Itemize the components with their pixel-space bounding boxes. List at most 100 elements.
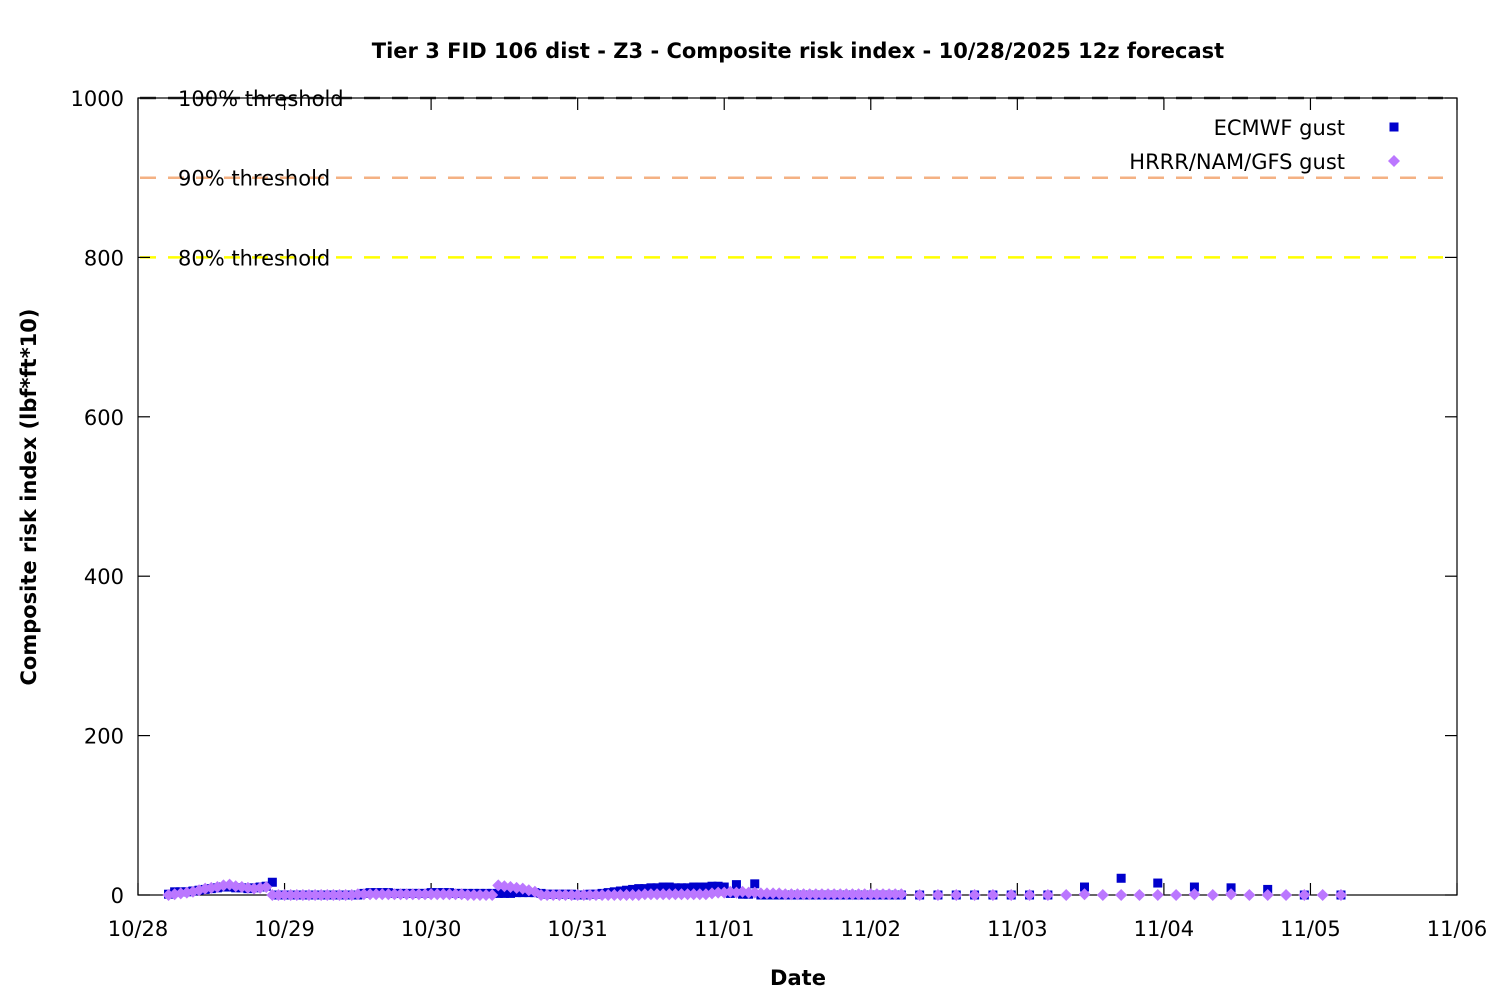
- hrrr-nam-gfs-point: [394, 888, 407, 901]
- hrrr-nam-gfs-point: [364, 888, 377, 901]
- hrrr-nam-gfs-point: [931, 889, 944, 901]
- hrrr-nam-gfs-point: [266, 889, 279, 901]
- hrrr-nam-gfs-point: [1041, 889, 1054, 901]
- hrrr-nam-gfs-point: [852, 888, 865, 901]
- hrrr-nam-gfs-point: [1060, 889, 1073, 901]
- ecmwf-point: [658, 882, 668, 892]
- hrrr-nam-gfs-point: [803, 888, 816, 901]
- hrrr-nam-gfs-point: [370, 888, 383, 901]
- hrrr-nam-gfs-point: [565, 889, 578, 901]
- hrrr-nam-gfs-point: [840, 888, 853, 901]
- hrrr-nam-gfs-point: [870, 888, 883, 901]
- legend-marker: [1389, 122, 1399, 132]
- hrrr-nam-gfs-point: [858, 888, 871, 901]
- hrrr-nam-gfs-point: [321, 889, 334, 901]
- hrrr-nam-gfs-point: [864, 888, 877, 901]
- ecmwf-point: [1189, 882, 1199, 892]
- hrrr-nam-gfs-point: [541, 889, 554, 901]
- y-tick-label: 0: [111, 884, 124, 908]
- hrrr-nam-gfs-point: [1078, 888, 1091, 901]
- hrrr-nam-gfs-point: [767, 887, 780, 900]
- hrrr-nam-gfs-point: [315, 889, 328, 901]
- hrrr-nam-gfs-point: [779, 888, 792, 901]
- hrrr-nam-gfs-point: [406, 888, 419, 901]
- hrrr-nam-gfs-point: [1151, 889, 1164, 901]
- hrrr-nam-gfs-point: [278, 889, 291, 901]
- hrrr-nam-gfs-point: [657, 888, 670, 901]
- hrrr-nam-gfs-point: [876, 888, 889, 901]
- ecmwf-point: [493, 888, 503, 898]
- ecmwf-point: [267, 877, 277, 887]
- y-tick-label: 1000: [71, 87, 124, 111]
- hrrr-nam-gfs-point: [663, 888, 676, 901]
- hrrr-nam-gfs-point: [473, 889, 486, 901]
- hrrr-nam-gfs-point: [309, 889, 322, 901]
- hrrr-nam-gfs-point: [1115, 889, 1128, 901]
- hrrr-nam-gfs-point: [388, 888, 401, 901]
- ecmwf-point: [731, 880, 741, 890]
- hrrr-nam-gfs-point: [785, 888, 798, 901]
- x-axis-label: Date: [770, 966, 826, 990]
- hrrr-nam-gfs-point: [651, 888, 664, 901]
- ecmwf-point: [1153, 878, 1163, 888]
- hrrr-nam-gfs-point: [1261, 889, 1274, 901]
- ecmwf-point: [676, 883, 686, 893]
- hrrr-nam-gfs-point: [1023, 889, 1036, 901]
- hrrr-nam-gfs-point: [272, 889, 285, 901]
- hrrr-nam-gfs-point: [846, 888, 859, 901]
- hrrr-nam-gfs-point: [260, 881, 273, 894]
- ecmwf-point: [695, 882, 705, 892]
- hrrr-nam-gfs-point: [1096, 889, 1109, 901]
- hrrr-nam-gfs-point: [883, 888, 896, 901]
- hrrr-nam-gfs-point: [687, 888, 700, 901]
- hrrr-nam-gfs-point: [1005, 889, 1018, 901]
- x-tick-label: 11/05: [1280, 917, 1341, 941]
- hrrr-nam-gfs-point: [913, 889, 926, 901]
- hrrr-nam-gfs-point: [602, 889, 615, 901]
- ecmwf-point: [707, 881, 717, 891]
- hrrr-nam-gfs-point: [797, 888, 810, 901]
- hrrr-nam-gfs-point: [449, 888, 462, 901]
- ecmwf-point: [646, 883, 656, 893]
- hrrr-nam-gfs-point: [400, 888, 413, 901]
- hrrr-nam-gfs-point: [809, 888, 822, 901]
- hrrr-nam-gfs-point: [333, 889, 346, 901]
- x-tick-label: 11/01: [694, 917, 755, 941]
- hrrr-nam-gfs-point: [1334, 889, 1347, 901]
- axes: 0 200 400 600 800 1000 10/28 10/29 10/30 10/31 11/…: [71, 87, 1488, 941]
- hrrr-nam-gfs-point: [547, 889, 560, 901]
- y-axis-label: Composite risk index (lbf*ft*10): [17, 308, 41, 685]
- x-tick-label: 10/28: [108, 917, 169, 941]
- ecmwf-point: [652, 883, 662, 893]
- hrrr-nam-gfs-point: [437, 888, 450, 901]
- hrrr-nam-gfs-point: [828, 888, 841, 901]
- hrrr-nam-gfs-point: [614, 889, 627, 901]
- hrrr-nam-gfs-point: [895, 888, 908, 901]
- x-tick-label: 10/29: [254, 917, 315, 941]
- hrrr-nam-gfs-point: [620, 889, 633, 901]
- hrrr-nam-gfs-point: [791, 888, 804, 901]
- ecmwf-point: [505, 888, 515, 898]
- ecmwf-point: [701, 882, 711, 892]
- y-tick-label: 200: [84, 725, 124, 749]
- hrrr-nam-gfs-point: [608, 889, 621, 901]
- ecmwf-point: [683, 883, 693, 893]
- chart-title: Tier 3 FID 106 dist - Z3 - Composite ris…: [372, 39, 1224, 63]
- threshold-label: 90% threshold: [178, 167, 330, 191]
- hrrr-nam-gfs-point: [1298, 889, 1311, 901]
- hrrr-nam-gfs-point: [486, 889, 499, 901]
- hrrr-nam-gfs-point: [1188, 888, 1201, 901]
- ecmwf-point: [1226, 883, 1236, 893]
- legend-label: ECMWF gust: [1214, 116, 1345, 140]
- hrrr-nam-gfs-point: [443, 888, 456, 901]
- y-tick-label: 400: [84, 565, 124, 589]
- legend-marker: [1388, 155, 1400, 167]
- hrrr-nam-gfs-point: [535, 889, 548, 901]
- hrrr-nam-gfs-point: [284, 889, 297, 901]
- hrrr-nam-gfs-point: [986, 889, 999, 901]
- x-tick-label: 11/06: [1427, 917, 1488, 941]
- threshold-label: 100% threshold: [178, 87, 344, 111]
- hrrr-nam-gfs-point: [675, 888, 688, 901]
- ecmwf-point: [689, 882, 699, 892]
- hrrr-nam-gfs-point: [583, 889, 596, 901]
